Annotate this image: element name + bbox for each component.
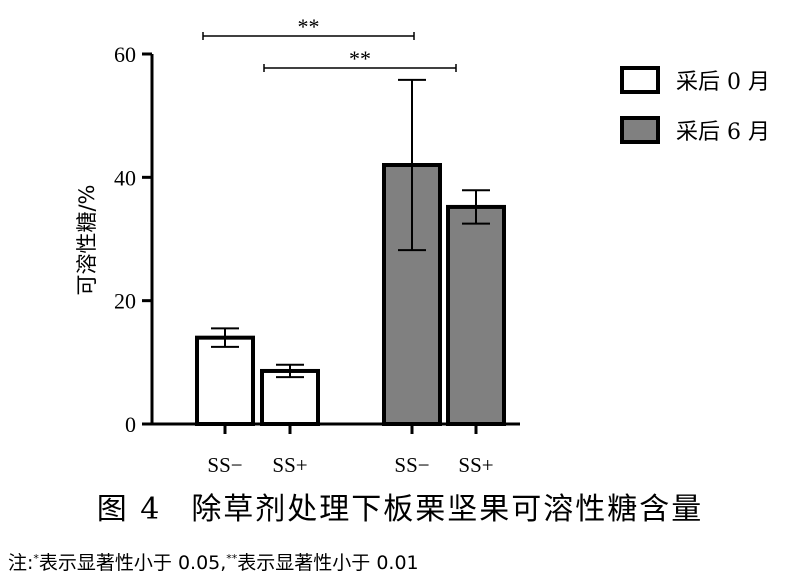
category-label-group1-2: SS+ xyxy=(272,453,307,477)
significance-label-1: ** xyxy=(298,14,320,39)
y-axis-label: 可溶性糖/% xyxy=(75,184,99,295)
y-tick-label-2: 40 xyxy=(114,165,136,190)
note-text-2: 表示显著性小于 0.01 xyxy=(237,552,419,574)
note-star-single: * xyxy=(33,552,39,565)
category-label-group1-1: SS− xyxy=(207,453,242,477)
note-star-double: ** xyxy=(226,552,238,565)
legend-swatch-2 xyxy=(620,116,660,144)
note-prefix: 注: xyxy=(8,552,34,574)
figure-number: 图 4 xyxy=(96,492,162,527)
bar-group1-2 xyxy=(260,368,320,427)
note-text-1: 表示显著性小于 0.05, xyxy=(38,552,227,574)
y-tick-label-3: 60 xyxy=(114,42,136,67)
significance-label-2: ** xyxy=(349,46,371,71)
bar-chart: 可溶性糖/% 0 20 40 60 SS− SS+ SS− SS+ ** ** 采后 0 月采后 … xyxy=(75,14,770,477)
category-label-group2-1: SS− xyxy=(394,453,429,477)
bar-group2-2 xyxy=(446,204,506,426)
figure-caption: 图 4 除草剂处理下板栗坚果可溶性糖含量 xyxy=(0,484,800,528)
bar-group1-1 xyxy=(195,335,255,426)
legend-label-1: 采后 0 月 xyxy=(676,70,770,95)
y-tick-label-1: 20 xyxy=(114,289,136,314)
legend: 采后 0 月采后 6 月 xyxy=(620,66,770,145)
category-label-group2-2: SS+ xyxy=(458,453,493,477)
footnote: 注:*表示显著性小于 0.05,**表示显著性小于 0.01 xyxy=(8,548,419,575)
figure-title: 除草剂处理下板栗坚果可溶性糖含量 xyxy=(191,492,704,527)
plot-area: 0 20 40 60 SS− SS+ SS− SS+ ** ** xyxy=(114,14,520,477)
legend-swatch-1 xyxy=(620,66,660,94)
legend-label-2: 采后 6 月 xyxy=(676,120,770,145)
y-tick-label-0: 0 xyxy=(125,412,136,437)
